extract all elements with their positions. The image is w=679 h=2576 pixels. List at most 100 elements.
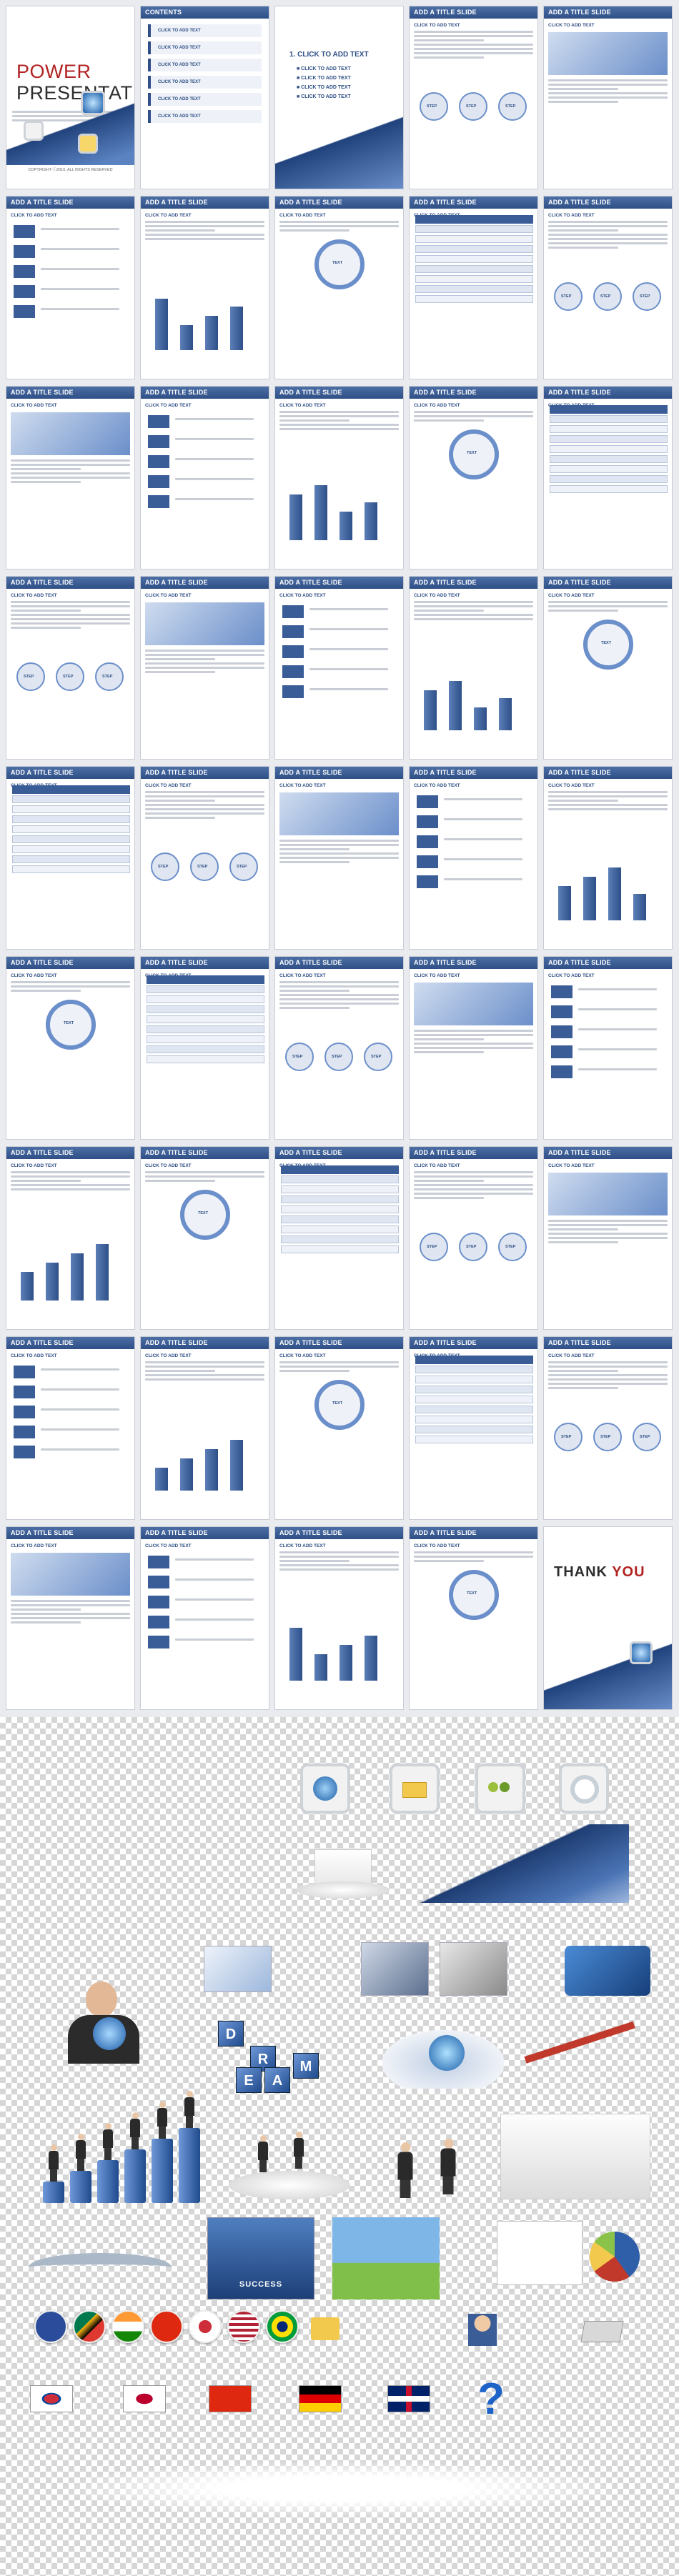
slide-thumbnail: ADD A TITLE SLIDE CLICK TO ADD TEXT TEXT — [274, 196, 404, 379]
laptop-icon — [580, 2321, 624, 2342]
text-line — [11, 1608, 81, 1611]
globe-icon — [81, 91, 105, 115]
businessman-figure — [293, 2132, 304, 2169]
person-head — [78, 2134, 84, 2140]
chart-bar — [205, 1449, 218, 1491]
thank-word: THANK — [554, 1564, 613, 1580]
list-bullet — [148, 475, 169, 488]
step-label: STEP — [505, 104, 516, 109]
person-head — [187, 2091, 193, 2097]
text-line — [548, 804, 668, 806]
text-line — [279, 981, 399, 983]
sub-heading: CLICK TO ADD TEXT — [145, 783, 192, 788]
list-bullet — [14, 285, 35, 298]
table-row — [415, 1386, 533, 1393]
text-line — [11, 990, 81, 992]
text-line — [414, 1193, 533, 1195]
text-line — [548, 242, 668, 244]
list-bullet — [551, 1025, 573, 1038]
text-line — [548, 221, 668, 223]
slide-grid: POWERPRESENTATIONCOPYRIGHT ⓒ2016. ALL RI… — [6, 6, 673, 1714]
germany-flag — [299, 2385, 342, 2412]
mail-icon — [390, 1764, 440, 1814]
text-line — [41, 1408, 119, 1411]
step-label: STEP — [292, 1055, 303, 1059]
person-body — [49, 2151, 59, 2169]
step-circle — [95, 662, 124, 691]
person-legs — [259, 2160, 267, 2172]
sub-heading: CLICK TO ADD TEXT — [548, 23, 595, 28]
slide-thumbnail: ADD A TITLE SLIDE CLICK TO ADD TEXT TEXT — [6, 956, 135, 1140]
dream-letter-block: E — [236, 2067, 262, 2093]
text-line — [279, 985, 399, 988]
section-slide: 1. CLICK TO ADD TEXT ■ CLICK TO ADD TEXT ■… — [274, 6, 404, 189]
person-body — [258, 2142, 268, 2160]
text-line — [414, 1047, 533, 1049]
sub-heading: CLICK TO ADD TEXT — [548, 1163, 595, 1168]
chart-bar — [365, 1636, 377, 1681]
text-line — [548, 605, 668, 607]
text-line — [175, 1598, 254, 1601]
table-row — [12, 845, 130, 853]
slide-header: ADD A TITLE SLIDE — [275, 577, 403, 589]
dream-letter-block: D — [218, 2021, 244, 2047]
person-head — [132, 2112, 139, 2119]
text-line — [279, 1366, 399, 1368]
contents-item: CLICK TO ADD TEXT — [148, 93, 262, 106]
list-bullet — [148, 1576, 169, 1588]
person-body — [184, 2097, 194, 2116]
text-line — [548, 1387, 619, 1389]
text-line — [11, 627, 81, 629]
usa-flag-round-icon — [227, 2310, 260, 2343]
uk-flag — [387, 2385, 430, 2412]
diagram-circle — [180, 1190, 230, 1240]
slide-header: ADD A TITLE SLIDE — [544, 957, 672, 969]
sub-heading: CLICK TO ADD TEXT — [145, 213, 192, 218]
text-line — [309, 668, 388, 670]
diagram-circle — [46, 1000, 96, 1050]
step-circle — [459, 92, 487, 121]
text-line — [11, 1180, 81, 1182]
table-row — [147, 985, 264, 993]
step-label: STEP — [505, 1245, 516, 1249]
japan-flag — [123, 2385, 166, 2412]
businessman-figure — [75, 2134, 86, 2171]
list-bullet — [14, 1386, 35, 1398]
text-line — [41, 1388, 119, 1391]
table-row — [415, 285, 533, 293]
person-body — [157, 2108, 167, 2127]
question-mark-icon: ? — [477, 2374, 505, 2424]
step-circle — [633, 282, 661, 311]
list-bullet — [282, 645, 304, 658]
slide-header: ADD A TITLE SLIDE — [410, 1337, 537, 1349]
table-row — [415, 265, 533, 273]
sub-heading: CLICK TO ADD TEXT — [279, 1353, 326, 1358]
handshake-photo — [361, 1942, 429, 1996]
table-row — [415, 1376, 533, 1383]
list-bullet — [14, 1426, 35, 1438]
table-row — [415, 225, 533, 233]
chart-bar — [70, 2171, 91, 2203]
text-label: TEXT — [332, 261, 343, 265]
step-label: STEP — [24, 675, 34, 679]
list-bullet — [282, 685, 304, 698]
text-line — [175, 458, 254, 460]
korea-flag-round-icon — [189, 2310, 222, 2343]
table-row — [415, 275, 533, 283]
slide-header: ADD A TITLE SLIDE — [141, 577, 269, 589]
list-bullet — [282, 665, 304, 678]
table-row — [147, 1045, 264, 1053]
table-row — [415, 1406, 533, 1413]
person-head — [105, 2123, 111, 2129]
slide-header: ADD A TITLE SLIDE — [544, 6, 672, 19]
arrows-photo — [204, 1946, 272, 1992]
text-line — [414, 419, 485, 422]
chart-bar — [314, 1654, 327, 1681]
text-line — [548, 1233, 668, 1235]
slide-header: ADD A TITLE SLIDE — [141, 767, 269, 779]
text-line — [145, 671, 216, 673]
